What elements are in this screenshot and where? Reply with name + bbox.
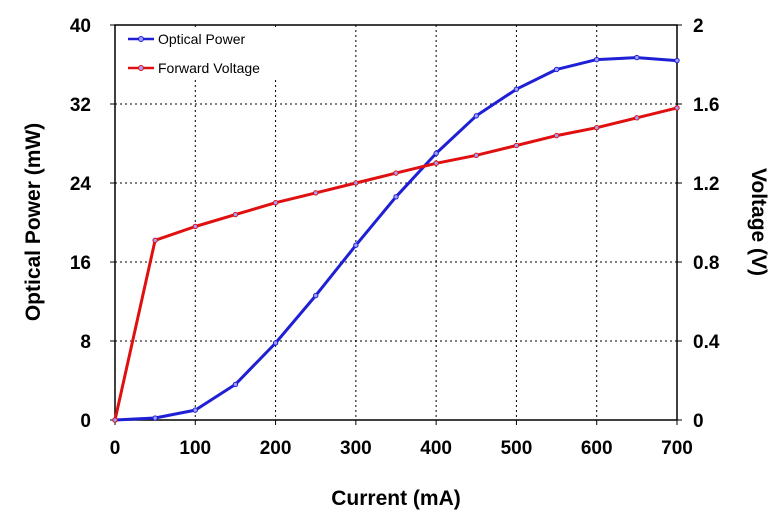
x-axis-title: Current (mA) bbox=[331, 487, 461, 510]
y2-tick-label: 1.6 bbox=[693, 95, 719, 116]
data-point-optical-power bbox=[192, 407, 198, 413]
data-point-forward-voltage bbox=[553, 132, 560, 139]
data-point-optical-power bbox=[152, 415, 158, 421]
y2-tick-label: 0 bbox=[693, 411, 704, 432]
y-tick-label: 16 bbox=[70, 253, 91, 274]
data-point-optical-power bbox=[513, 86, 520, 92]
x-tick-label: 0 bbox=[110, 438, 121, 459]
data-point-optical-power bbox=[393, 194, 399, 200]
data-point-forward-voltage bbox=[152, 237, 158, 243]
legend-marker-optical-power bbox=[138, 36, 144, 42]
legend: Optical Power Forward Voltage bbox=[122, 28, 287, 80]
y-tick-label: 40 bbox=[70, 16, 91, 37]
y2-axis-title: Voltage (V) bbox=[747, 168, 770, 276]
x-tick-label: 400 bbox=[420, 438, 452, 459]
data-point-forward-voltage bbox=[272, 200, 279, 206]
grid-lines bbox=[115, 25, 677, 420]
data-series bbox=[112, 54, 680, 423]
data-point-optical-power bbox=[553, 66, 560, 73]
data-point-forward-voltage bbox=[353, 180, 359, 186]
data-point-optical-power bbox=[634, 54, 640, 61]
legend-label-forward-voltage: Forward Voltage bbox=[158, 60, 260, 76]
data-point-forward-voltage bbox=[433, 160, 439, 166]
plot-area bbox=[114, 24, 678, 421]
data-point-forward-voltage bbox=[393, 170, 399, 176]
y-tick-label: 32 bbox=[70, 95, 91, 116]
data-point-forward-voltage bbox=[192, 223, 198, 230]
legend-marker-forward-voltage bbox=[138, 65, 144, 71]
data-point-forward-voltage bbox=[674, 105, 680, 111]
data-point-forward-voltage bbox=[634, 115, 640, 121]
data-point-optical-power bbox=[433, 150, 439, 157]
data-point-optical-power bbox=[313, 292, 319, 299]
data-point-optical-power bbox=[272, 340, 279, 346]
y2-tick-label: 0.8 bbox=[693, 253, 719, 274]
x-tick-label: 500 bbox=[501, 438, 533, 459]
x-tick-label: 100 bbox=[179, 438, 211, 459]
y-tick-label: 24 bbox=[70, 174, 92, 195]
legend-label-optical-power: Optical Power bbox=[158, 31, 245, 47]
data-point-forward-voltage bbox=[232, 211, 239, 218]
x-tick-label: 300 bbox=[340, 438, 372, 459]
y2-tick-label: 0.4 bbox=[693, 332, 720, 353]
data-point-forward-voltage bbox=[313, 190, 319, 196]
data-point-forward-voltage bbox=[594, 125, 600, 131]
y-axis-title: Optical Power (mW) bbox=[22, 123, 45, 321]
y-tick-label: 8 bbox=[80, 332, 91, 353]
data-point-optical-power bbox=[594, 56, 600, 63]
data-point-optical-power bbox=[473, 113, 479, 119]
y-tick-label: 0 bbox=[80, 411, 91, 432]
y2-tick-label: 2 bbox=[693, 16, 704, 37]
data-point-forward-voltage bbox=[513, 142, 520, 149]
x-tick-label: 600 bbox=[581, 438, 613, 459]
tick-labels: 0 100 200 300 400 500 600 700081624324000.40.81… bbox=[70, 16, 720, 459]
data-point-optical-power bbox=[674, 57, 680, 64]
data-point-forward-voltage bbox=[473, 152, 479, 159]
data-point-optical-power bbox=[353, 242, 359, 248]
data-point-optical-power bbox=[232, 381, 239, 388]
x-tick-label: 200 bbox=[260, 438, 292, 459]
x-tick-label: 700 bbox=[661, 438, 693, 459]
y2-tick-label: 1.2 bbox=[693, 174, 719, 195]
legend-box bbox=[122, 28, 287, 80]
data-point-forward-voltage bbox=[112, 417, 118, 423]
